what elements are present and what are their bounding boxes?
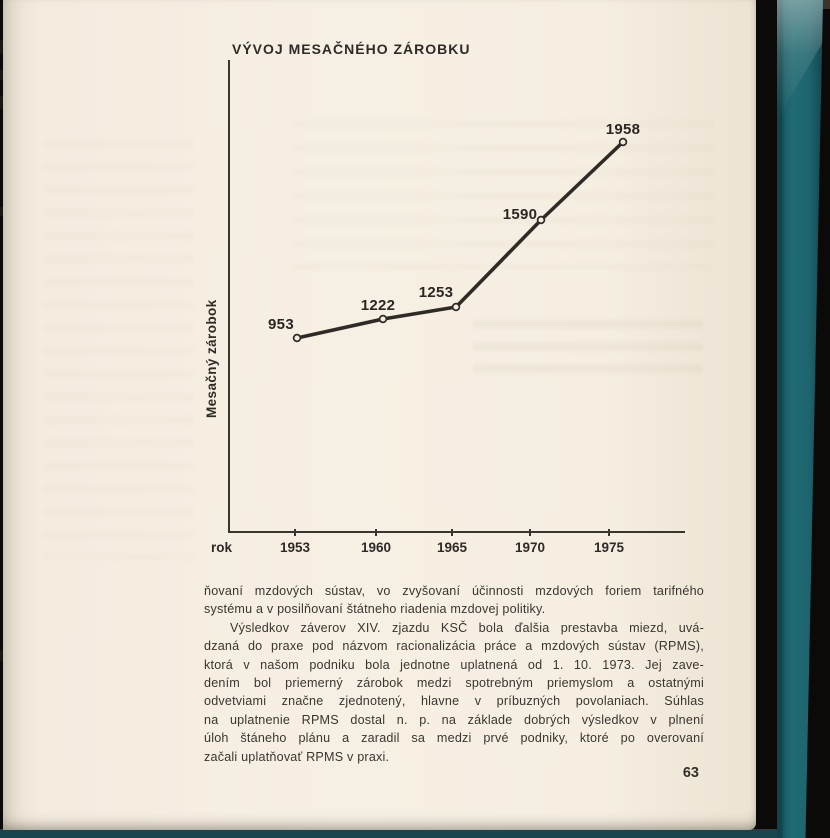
x-tick-label: 1975 bbox=[593, 540, 625, 555]
data-point bbox=[378, 314, 388, 324]
data-point bbox=[618, 137, 628, 147]
x-tick-label: 1953 bbox=[279, 540, 311, 555]
data-point bbox=[292, 333, 302, 343]
body-text-line: Výsledkov záverov XIV. zjazdu KSČ bola ď… bbox=[230, 620, 704, 635]
body-text-line: dením bol priemerný zárobok medzi spotre… bbox=[204, 676, 704, 691]
page-number: 63 bbox=[682, 765, 699, 781]
x-axis-tick bbox=[451, 529, 453, 536]
point-value-label: 1958 bbox=[605, 121, 641, 138]
chart-title: VÝVOJ MESAČNÉHO ZÁROBKU bbox=[232, 41, 471, 57]
body-text-line: začali uplatňovať RPMS v praxi. bbox=[204, 749, 390, 764]
book-cover-bottom-strip bbox=[0, 829, 778, 838]
data-point bbox=[451, 302, 461, 312]
point-value-label: 1222 bbox=[360, 297, 396, 314]
x-axis-tick bbox=[375, 529, 377, 536]
line-chart bbox=[292, 137, 628, 343]
point-value-label: 953 bbox=[268, 316, 294, 333]
data-point bbox=[536, 215, 546, 225]
body-text-line: odvetviami značne zjednotený, hlavne v p… bbox=[204, 694, 704, 709]
page-edge-stack bbox=[756, 2, 777, 828]
x-axis-caption: rok bbox=[210, 540, 232, 555]
book-cover bbox=[777, 0, 823, 838]
x-tick-label: 1970 bbox=[514, 540, 546, 555]
body-paragraphs: ňovaní mzdových sústav, vo zvyšovaní úči… bbox=[204, 582, 704, 766]
x-axis-tick bbox=[608, 529, 610, 536]
body-text-line: na uplatnenie RPMS dostal n. p. na zákla… bbox=[204, 712, 704, 727]
x-axis bbox=[228, 531, 685, 533]
cover-highlight bbox=[777, 0, 823, 120]
point-value-label: 1253 bbox=[418, 284, 454, 301]
x-tick-label: 1960 bbox=[360, 540, 392, 555]
book-page: VÝVOJ MESAČNÉHO ZÁROBKU Mesačný zárobok … bbox=[3, 0, 756, 830]
x-axis-tick bbox=[529, 529, 531, 536]
point-value-label: 1590 bbox=[502, 206, 538, 223]
body-text-line: úloh štáneho plánu a zaradil sa medzi pr… bbox=[204, 731, 704, 746]
y-axis bbox=[228, 60, 230, 533]
body-text-line: ktorá v našom podniku bola jednotne upla… bbox=[204, 657, 704, 672]
body-text-line: ňovaní mzdových sústav, vo zvyšovaní úči… bbox=[204, 584, 704, 598]
x-axis-tick bbox=[294, 529, 296, 536]
body-text-line: systému a v posilňovaní štátneho riadeni… bbox=[204, 602, 546, 617]
body-text-line: dzaná do praxe pod názvom racionalizácia… bbox=[204, 639, 704, 654]
x-tick-label: 1965 bbox=[436, 540, 468, 555]
